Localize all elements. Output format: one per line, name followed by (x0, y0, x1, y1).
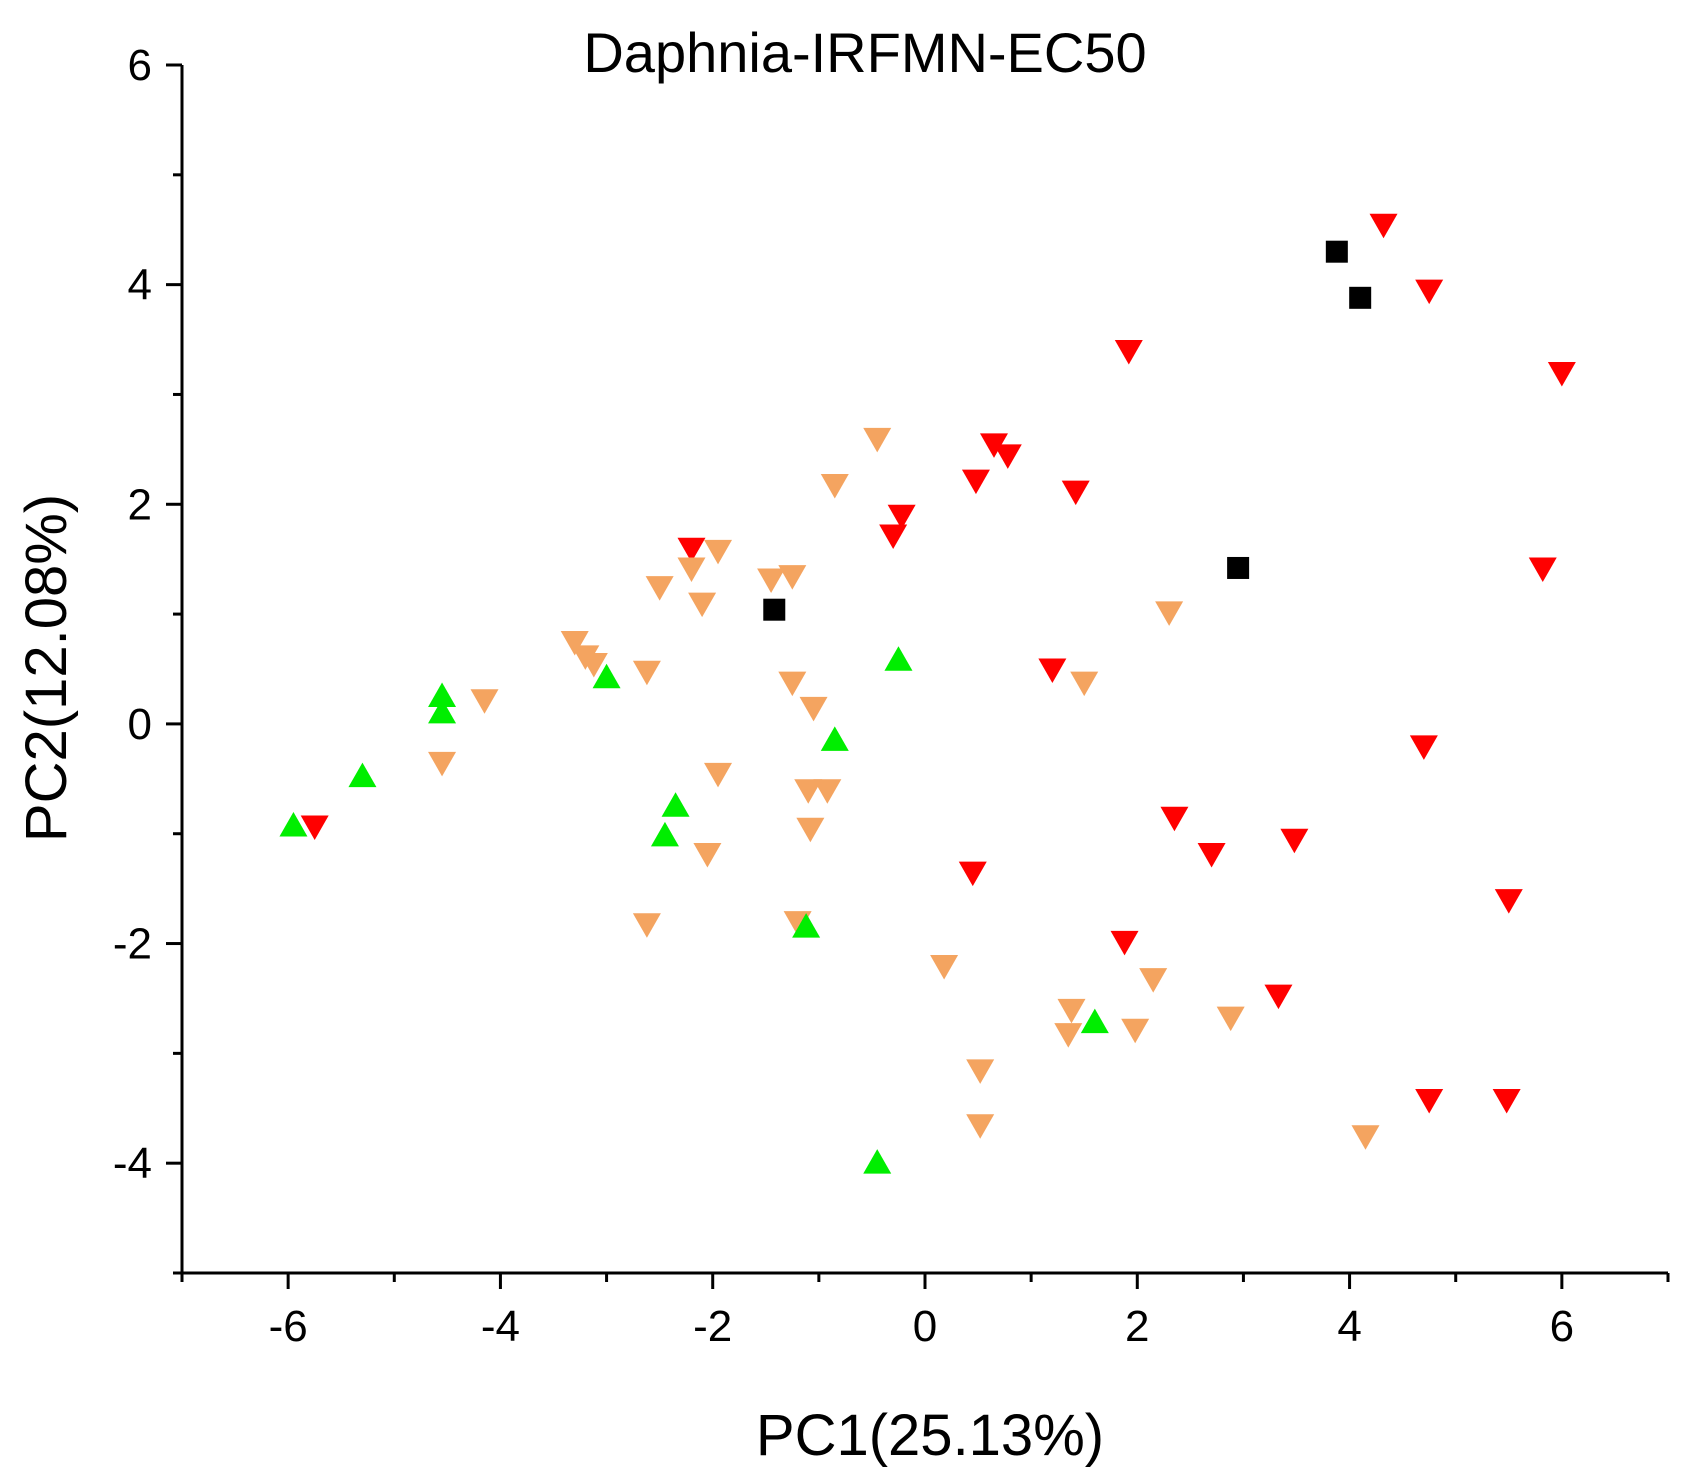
x-tick-label: 4 (1337, 1302, 1361, 1351)
data-point (645, 576, 674, 601)
data-point (1054, 1023, 1083, 1048)
data-point (348, 762, 377, 788)
axis-ticks: -6 -4 -2 0 2 4 6 -4 -2 0 2 4 6 (113, 41, 1670, 1351)
data-point (820, 474, 849, 499)
data-point (1160, 806, 1189, 832)
data-point (820, 726, 849, 751)
data-point (1547, 361, 1576, 387)
x-tick-label: -4 (481, 1302, 520, 1351)
data-point (677, 537, 706, 563)
data-point (778, 671, 807, 697)
data-point (1114, 340, 1143, 365)
x-tick-label: 2 (1125, 1302, 1149, 1351)
x-axis-label: PC1(25.13%) (756, 1403, 1104, 1468)
data-point (693, 842, 722, 868)
data-point (1061, 480, 1090, 506)
y-axis-label: PC2(12.08%) (14, 494, 79, 842)
data-point (560, 631, 589, 656)
data-point (677, 557, 706, 582)
data-point (300, 815, 329, 841)
data-point (1216, 1006, 1245, 1032)
data-point (688, 592, 717, 618)
data-point (661, 792, 690, 817)
data-point (1349, 286, 1372, 309)
data-point (966, 1059, 995, 1084)
y-tick-label: 4 (128, 261, 152, 310)
data-point (792, 913, 821, 938)
data-point (579, 653, 608, 678)
data-point (1280, 828, 1309, 854)
y-tick-label: -2 (113, 920, 152, 969)
data-point (632, 660, 661, 686)
data-point (1038, 658, 1067, 683)
data-point (704, 762, 733, 788)
y-tick-label: -4 (113, 1139, 152, 1188)
data-point (887, 504, 916, 530)
data-point (1264, 984, 1293, 1010)
data-point (961, 469, 990, 495)
data-point (592, 663, 621, 689)
data-points (279, 213, 1576, 1174)
data-point (650, 821, 679, 847)
data-point (1070, 671, 1099, 697)
data-point (979, 433, 1008, 458)
data-point (1369, 213, 1398, 239)
data-point (1415, 279, 1444, 305)
data-point (1528, 557, 1557, 582)
data-point (958, 861, 987, 887)
data-point (1080, 1008, 1109, 1034)
data-point (930, 955, 959, 980)
data-point (428, 698, 457, 724)
chart-title: Daphnia-IRFMN-EC50 (583, 21, 1146, 84)
data-point (1351, 1125, 1380, 1150)
data-point (863, 1149, 892, 1174)
data-point (1121, 1018, 1150, 1044)
data-point (778, 565, 807, 590)
data-point (279, 812, 308, 837)
y-tick-label: 2 (128, 480, 152, 529)
y-tick-label: 6 (128, 41, 152, 90)
data-point (799, 696, 828, 722)
data-point (428, 682, 457, 707)
data-point (1110, 930, 1139, 956)
data-point (884, 646, 913, 671)
data-point (1492, 1088, 1521, 1114)
data-point (763, 598, 786, 621)
data-point (966, 1114, 995, 1139)
data-point (1155, 601, 1184, 626)
data-point (704, 539, 733, 565)
x-tick-label: 0 (913, 1302, 937, 1351)
data-point (1139, 968, 1168, 993)
data-point (1325, 240, 1348, 263)
data-point (1197, 842, 1226, 868)
data-point (813, 779, 842, 804)
x-tick-label: 6 (1550, 1302, 1574, 1351)
data-point (879, 524, 908, 550)
data-point (863, 427, 892, 453)
data-point (1409, 735, 1438, 760)
data-point (1057, 998, 1086, 1024)
data-point (470, 689, 499, 714)
data-point (757, 568, 786, 593)
data-point (993, 444, 1022, 469)
data-point (1494, 889, 1523, 914)
y-tick-label: 0 (128, 700, 152, 749)
x-tick-label: -6 (269, 1302, 308, 1351)
data-point (632, 913, 661, 938)
data-point (796, 817, 825, 843)
data-point (428, 751, 457, 777)
data-point (794, 779, 823, 804)
data-point (1227, 556, 1250, 579)
data-point (1415, 1088, 1444, 1114)
x-tick-label: -2 (693, 1302, 732, 1351)
